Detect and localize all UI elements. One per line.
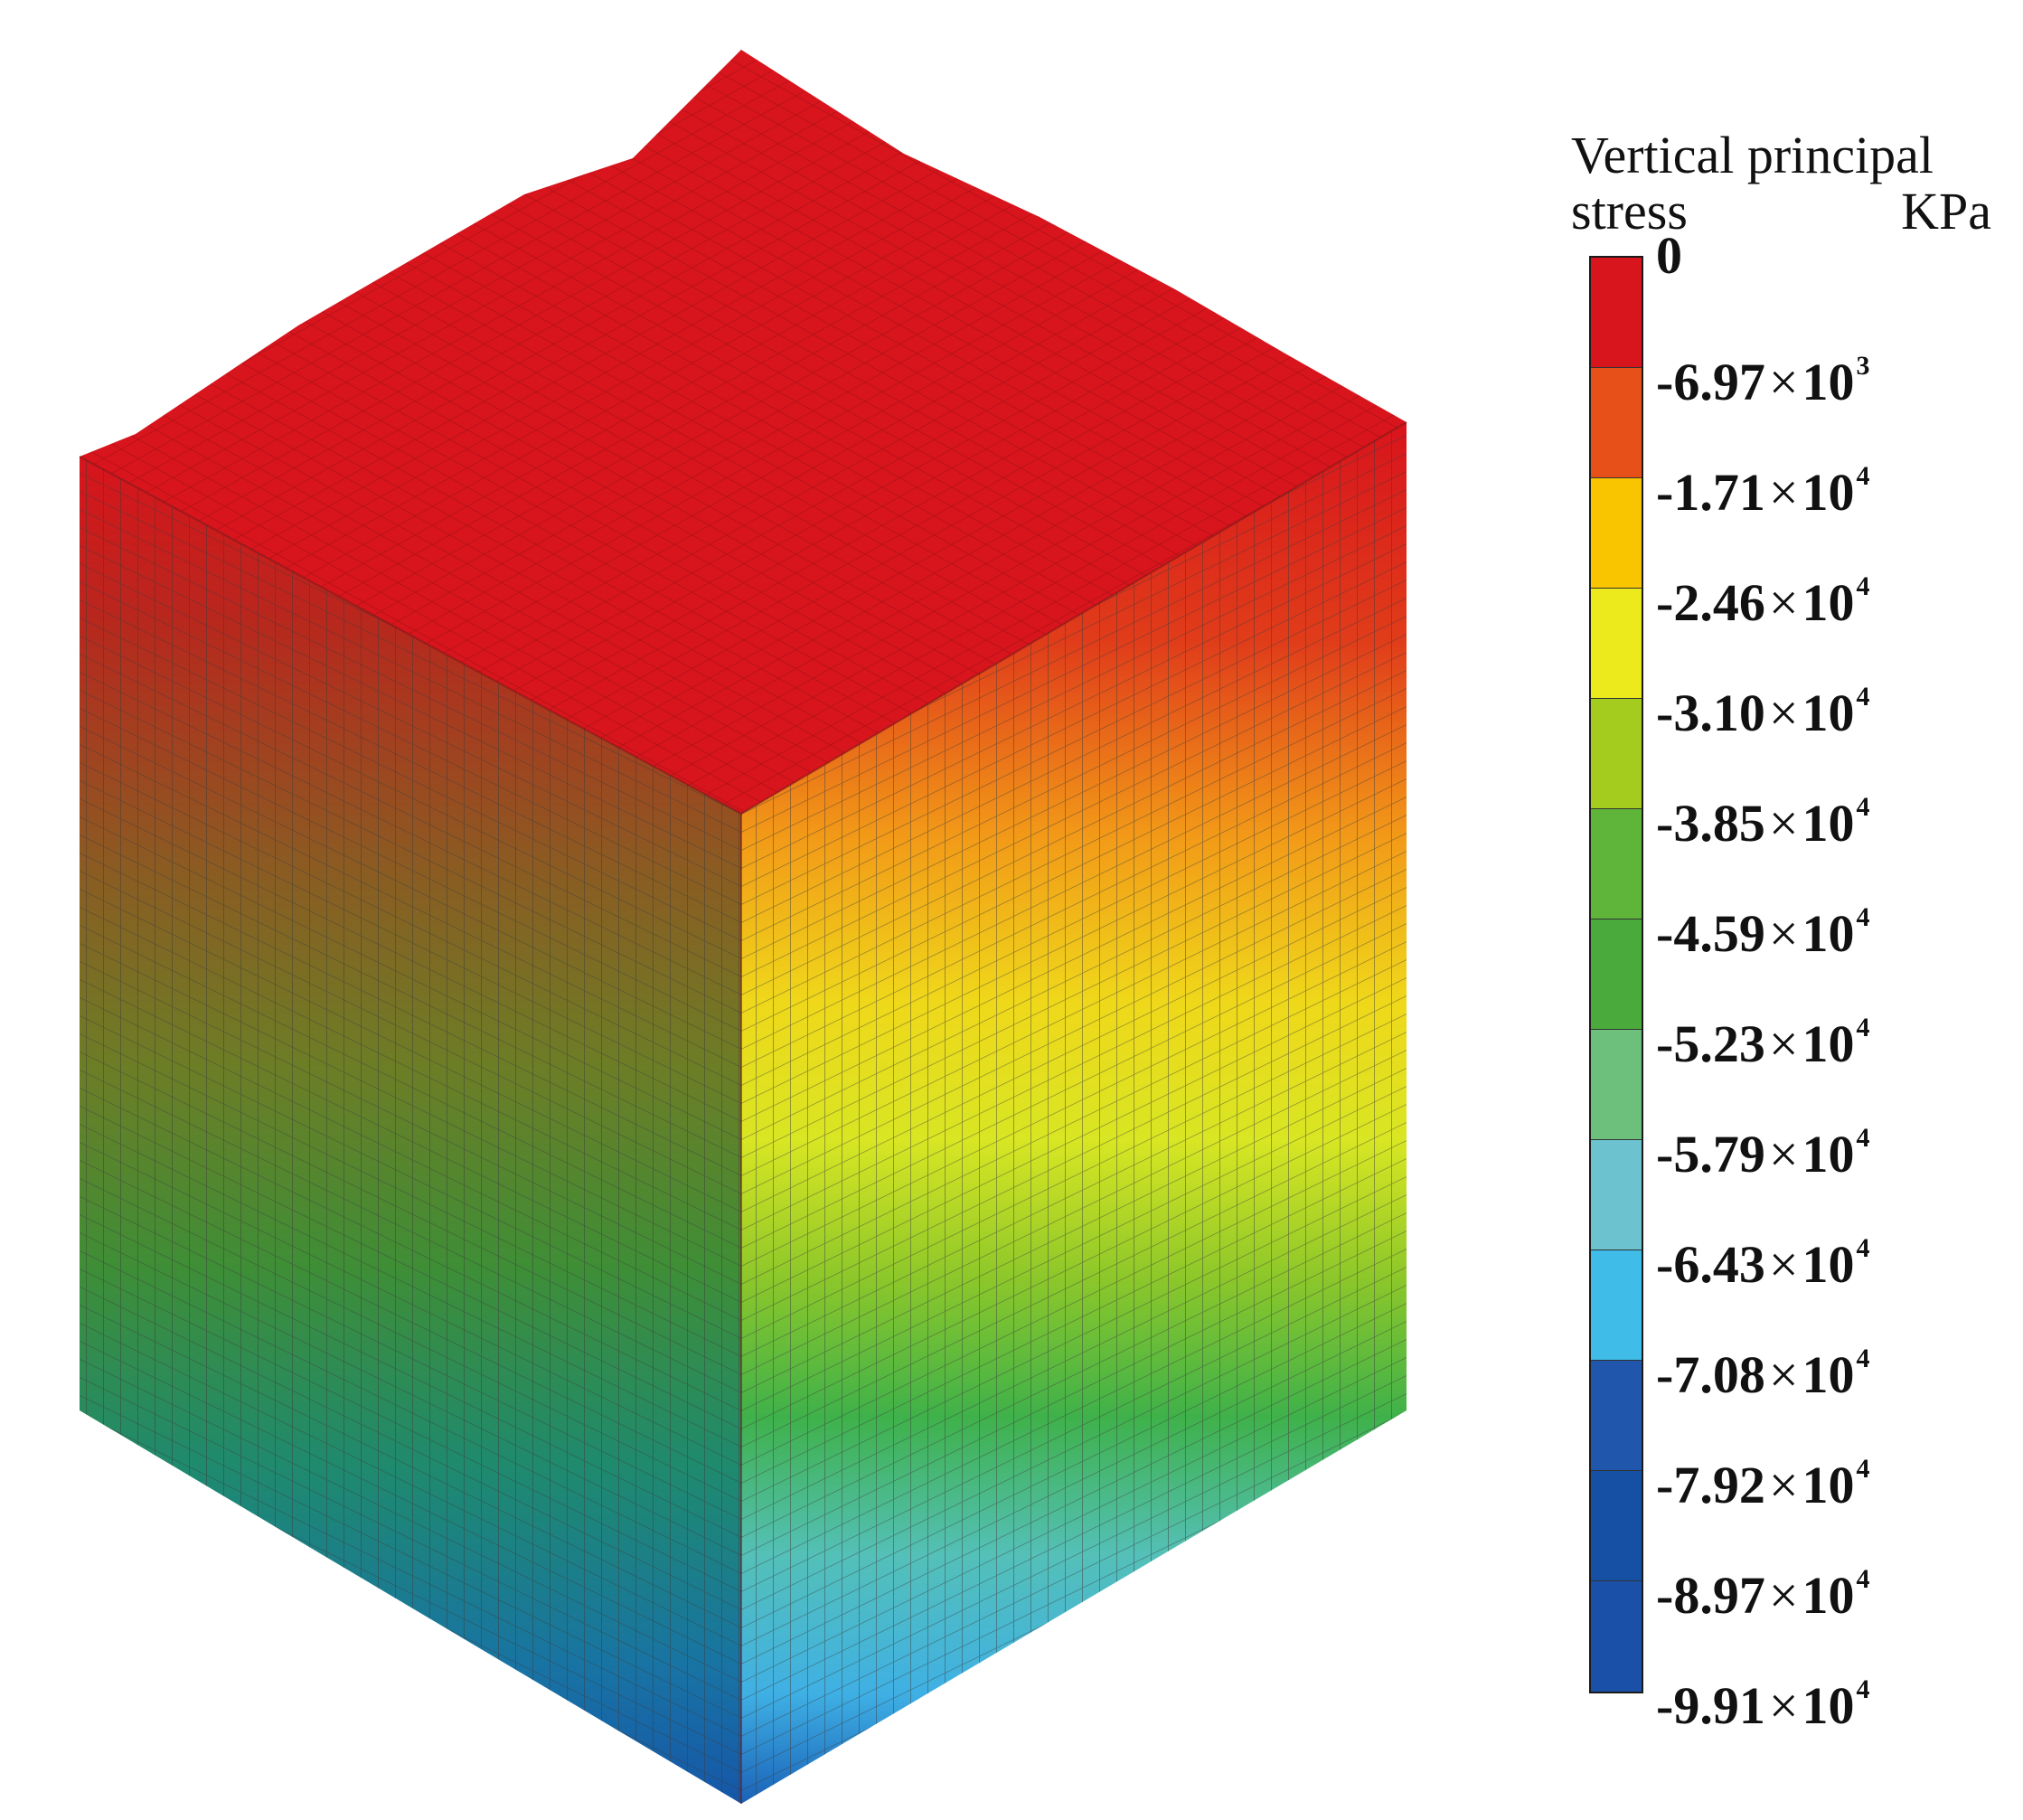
colorbar-tick-label: -3.85×104 (1656, 792, 1870, 853)
colorbar-tick-label: -3.10×104 (1656, 682, 1870, 742)
colorbar-band (1591, 258, 1642, 368)
colorbar-band (1591, 1030, 1642, 1140)
colorbar-band (1591, 1361, 1642, 1471)
legend-unit: KPa (1901, 182, 1991, 240)
colorbar-tick-label: -5.79×104 (1656, 1123, 1870, 1183)
colorbar-tick-label: 0 (1656, 226, 1682, 285)
legend-quantity-word: stress (1571, 182, 1688, 240)
left-face (80, 457, 741, 1804)
colorbar-tick-label: -5.23×104 (1656, 1013, 1870, 1073)
colorbar-band (1591, 1471, 1642, 1581)
colorbar-band (1591, 919, 1642, 1030)
colorbar-band (1591, 699, 1642, 809)
top-face (80, 50, 1407, 814)
legend-title: Vertical principal (1571, 126, 1934, 184)
colorbar-tick-label: -7.92×104 (1656, 1454, 1870, 1514)
colorbar-legend: Vertical principal stress KPa 0 -6.97×103… (1562, 126, 2014, 1733)
colorbar-band (1591, 478, 1642, 589)
colorbar-tick-label: -4.59×104 (1656, 902, 1870, 963)
colorbar-tick-label: -6.43×104 (1656, 1233, 1870, 1294)
colorbar-tick-label: -7.08×104 (1656, 1344, 1870, 1404)
cube-edges (79, 421, 1407, 1804)
colorbar-tick-label: -9.91×104 (1656, 1674, 1870, 1735)
colorbar-band (1591, 589, 1642, 699)
colorbar-tick-label: -8.97×104 (1656, 1564, 1870, 1625)
right-face (741, 422, 1407, 1804)
colorbar-tick-label: -1.71×104 (1656, 461, 1870, 522)
colorbar-band (1591, 809, 1642, 919)
colorbar-band (1591, 1581, 1642, 1692)
fem-mesh-cube (79, 50, 1407, 1804)
colorbar-tick-label: -6.97×103 (1656, 351, 1870, 411)
colorbar-band (1591, 1140, 1642, 1250)
colorbar (1589, 256, 1643, 1693)
colorbar-tick-label: -2.46×104 (1656, 571, 1870, 632)
colorbar-band (1591, 368, 1642, 478)
colorbar-band (1591, 1250, 1642, 1361)
